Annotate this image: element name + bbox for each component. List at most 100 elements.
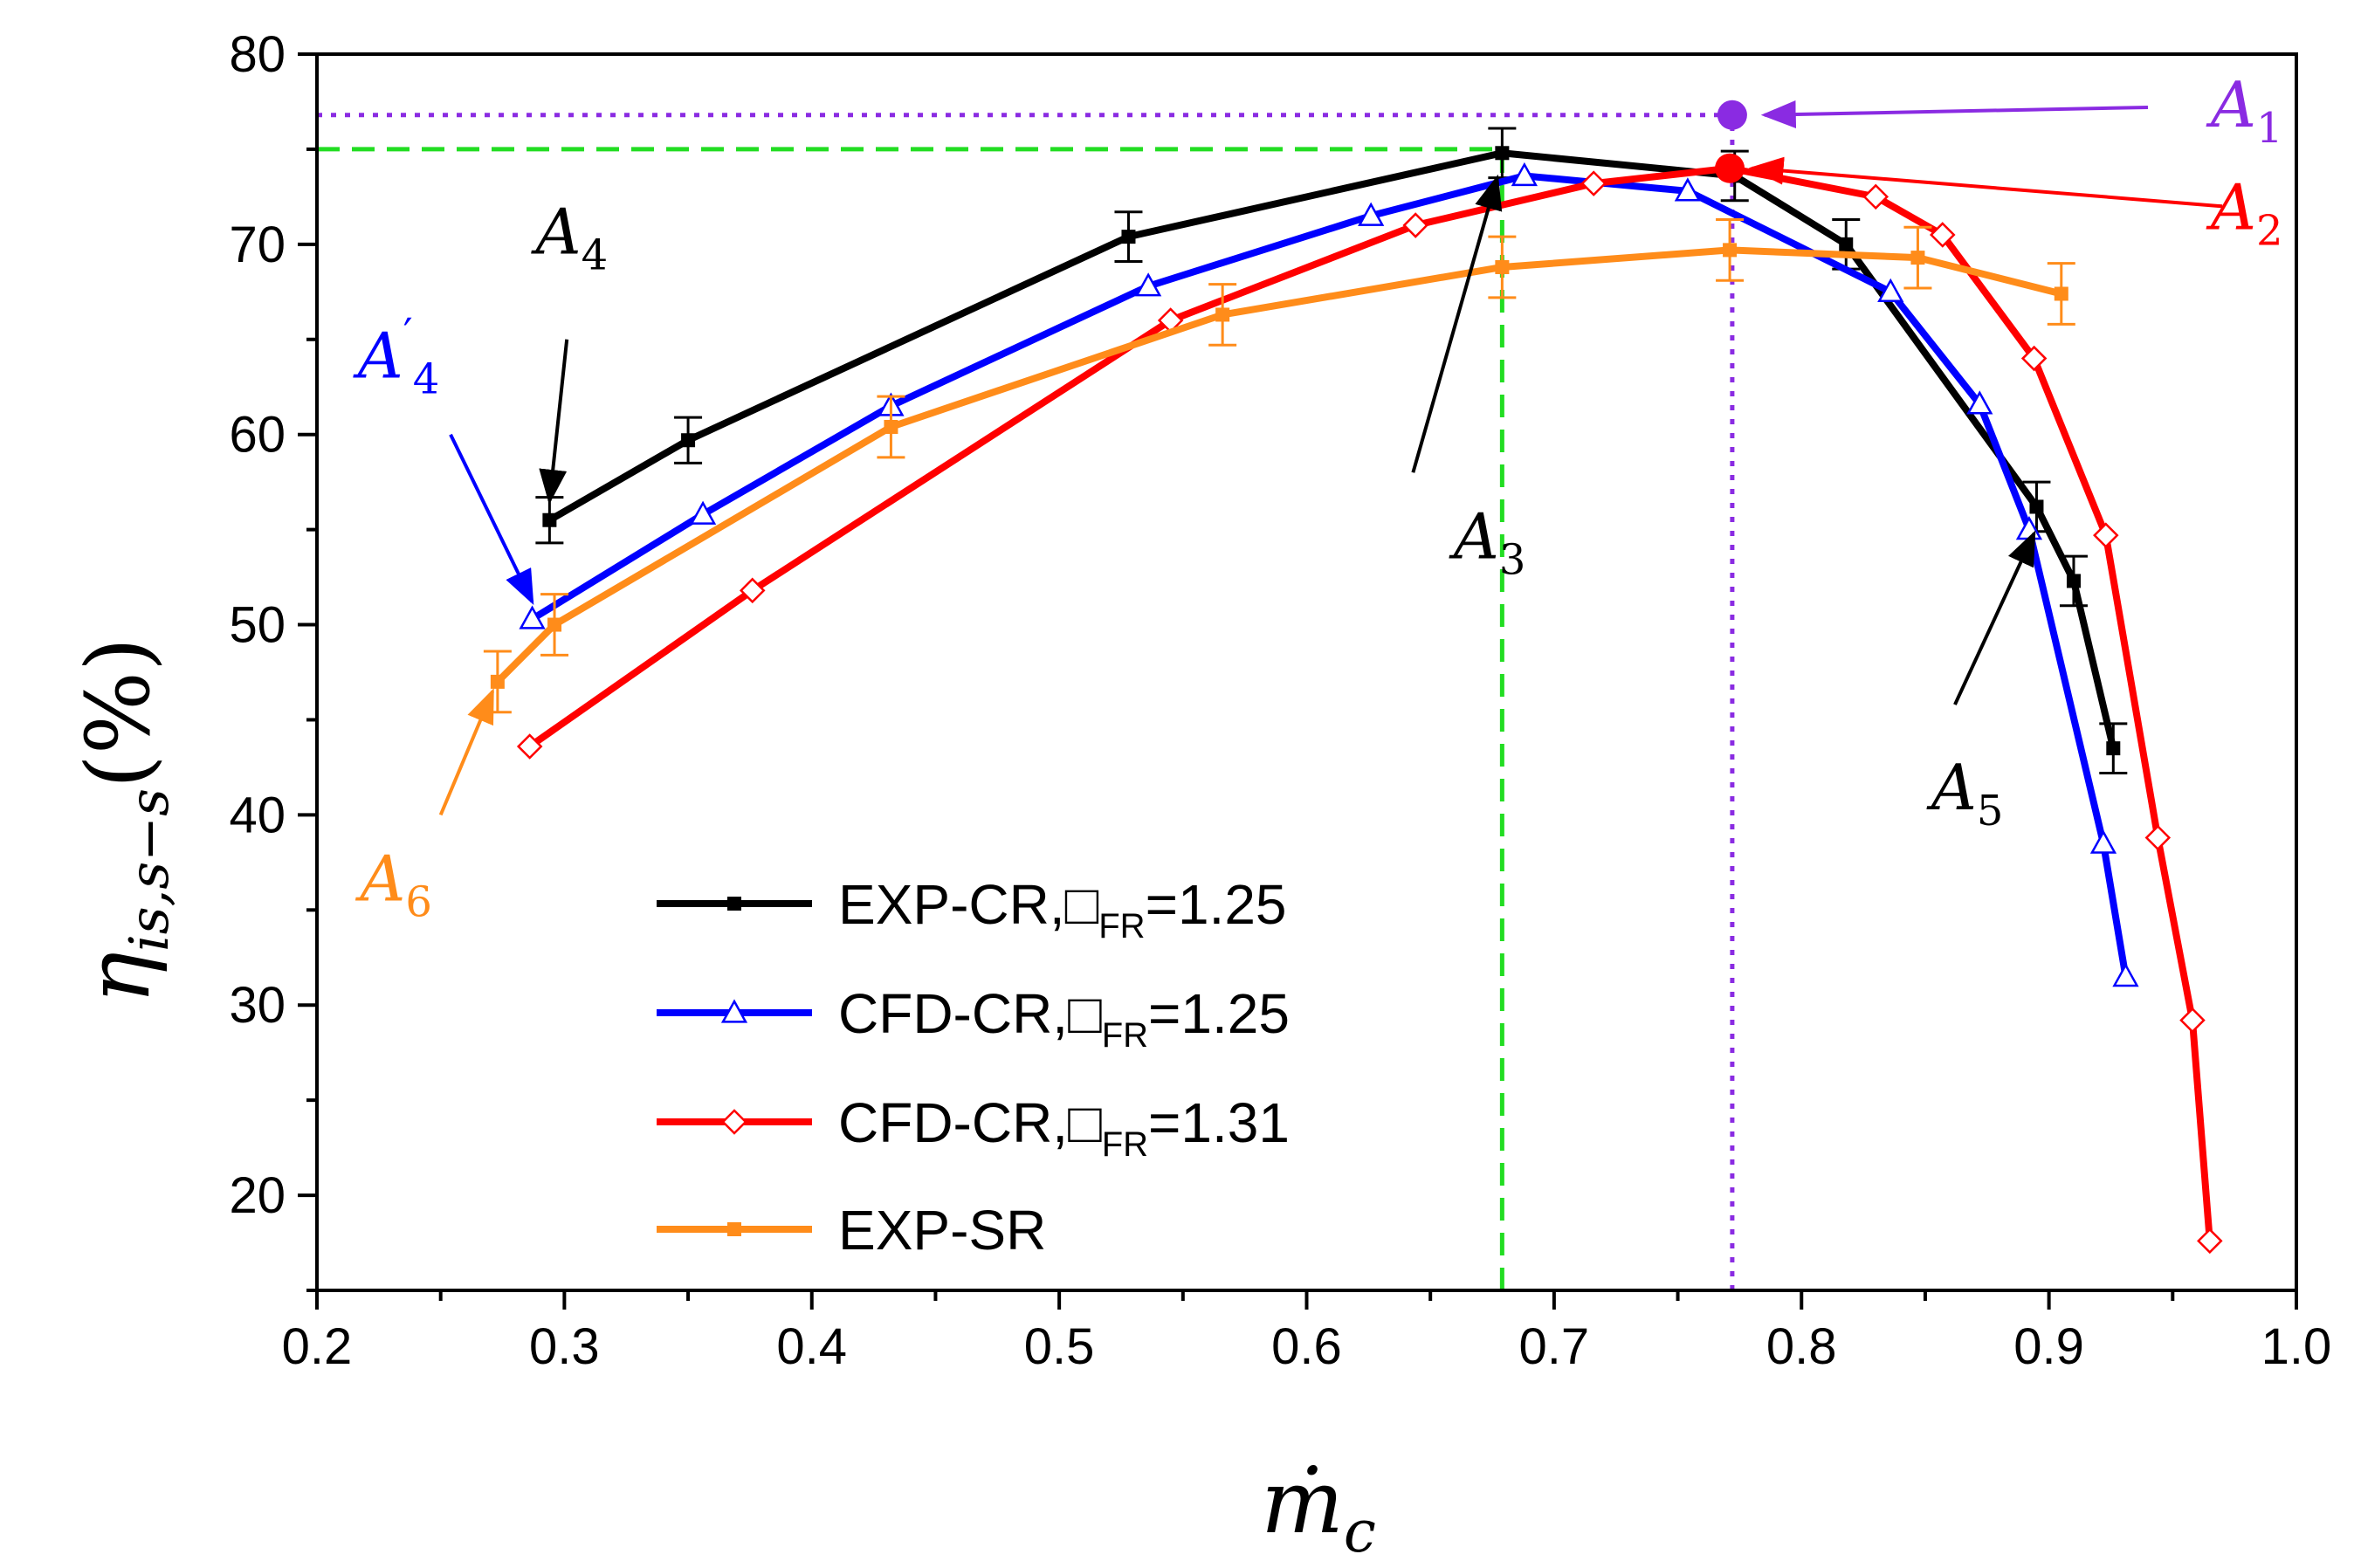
- data-point: [1135, 272, 1162, 297]
- data-point: [1966, 390, 1993, 415]
- data-point: [1580, 170, 1607, 196]
- y-axis-unit: (%): [67, 637, 169, 788]
- annotation-arrow: [1411, 174, 1503, 473]
- x-axis-title: ṁc: [1261, 1451, 1376, 1565]
- data-point: [2066, 574, 2081, 588]
- data-point: [1495, 259, 1510, 274]
- data-point: [2089, 829, 2117, 854]
- data-point: [2197, 1228, 2223, 1255]
- y-axis-symbol: η: [67, 952, 169, 1004]
- y-axis-title: ηis,s−s(%): [67, 637, 181, 1004]
- svg-text:ηis,s−s(%): ηis,s−s(%): [67, 637, 181, 1004]
- data-point: [2020, 345, 2048, 372]
- data-point: [542, 512, 557, 527]
- data-point: [1121, 230, 1136, 244]
- y-tick-label: 20: [229, 1167, 286, 1224]
- annotation-label: A6: [354, 842, 432, 926]
- annotation-label: A4: [531, 196, 609, 280]
- annotation-point: [1717, 100, 1747, 130]
- x-tick-label: 0.2: [282, 1318, 353, 1375]
- data-point: [1511, 162, 1538, 187]
- annotation-1: A2: [1715, 153, 2283, 255]
- x-axis-symbol: ṁ: [1261, 1451, 1344, 1553]
- annotation-label: A3: [1449, 499, 1526, 584]
- legend-label: CFD-CR,□FR=1.25: [838, 982, 1290, 1055]
- annotation-label: A5: [1926, 751, 2004, 836]
- y-tick-label: 80: [229, 26, 286, 83]
- series-line-2: [527, 164, 2213, 1241]
- data-point: [2093, 522, 2119, 548]
- data-point: [689, 500, 717, 525]
- annotation-0: A1: [1717, 68, 2283, 153]
- data-point: [2179, 1007, 2206, 1034]
- legend-swatch-marker: [720, 999, 748, 1023]
- series-2: [516, 155, 2223, 1255]
- data-point: [1495, 146, 1510, 161]
- legend-swatch-marker: [727, 897, 741, 911]
- annotation-arrow: [1748, 156, 2223, 209]
- axes: 0.2 0.3 0.4 0.5 0.6 0.7 0.8 0.9 1.0 20 30 40 50 60 70 8…: [229, 26, 2331, 1375]
- data-point: [1839, 237, 1854, 251]
- x-tick-label: 0.3: [529, 1318, 600, 1375]
- series-3: [483, 218, 2075, 714]
- y-tick-label: 30: [229, 977, 286, 1034]
- x-tick-label: 1.0: [2261, 1318, 2332, 1375]
- x-tick-label: 0.5: [1024, 1318, 1095, 1375]
- data-point: [884, 419, 898, 434]
- legend-label: EXP-CR,□FR=1.25: [838, 873, 1287, 946]
- x-tick-label: 0.7: [1519, 1318, 1590, 1375]
- legend-item-1: CFD-CR,□FR=1.25: [657, 982, 1290, 1055]
- annotations: A1 A2 A3 A4 A′4 A5 A6: [353, 68, 2283, 927]
- annotation-arrow: [1953, 530, 2036, 705]
- annotation-5: A5: [1926, 530, 2036, 836]
- data-point: [681, 433, 696, 448]
- data-point: [516, 733, 543, 760]
- data-point: [1402, 212, 1428, 238]
- data-point: [2144, 824, 2172, 851]
- x-tick-label: 0.4: [776, 1318, 847, 1375]
- y-tick-label: 70: [229, 217, 286, 273]
- data-point: [2054, 286, 2068, 301]
- annotation-4: A′4: [353, 309, 534, 605]
- legend-item-3: EXP-SR: [657, 1199, 1046, 1262]
- legend-swatch-marker: [727, 1222, 741, 1236]
- data-point: [2106, 741, 2121, 756]
- data-point: [1358, 202, 1385, 226]
- y-axis-subscript: is,s−s: [117, 788, 181, 952]
- y-tick-label: 60: [229, 407, 286, 464]
- data-point: [1723, 243, 1738, 258]
- annotation-label: A′4: [353, 309, 439, 403]
- data-point: [519, 605, 546, 629]
- series-line-3: [495, 246, 2062, 684]
- annotation-point: [1715, 153, 1745, 183]
- annotation-3: A4: [531, 196, 609, 505]
- series-line-0: [547, 149, 2117, 750]
- annotation-label: A1: [2206, 68, 2283, 153]
- annotation-arrow: [438, 688, 495, 816]
- x-tick-label: 0.6: [1271, 1318, 1342, 1375]
- legend-item-0: EXP-CR,□FR=1.25: [657, 873, 1287, 946]
- data-point: [1910, 251, 1925, 265]
- legend-swatch-marker: [721, 1109, 747, 1135]
- x-axis-subscript: c: [1344, 1498, 1376, 1565]
- data-point: [490, 674, 505, 689]
- data-point: [2112, 962, 2139, 987]
- y-tick-label: 40: [229, 787, 286, 843]
- x-tick-label: 0.9: [2013, 1318, 2084, 1375]
- data-point: [739, 577, 766, 604]
- y-tick-label: 50: [229, 597, 286, 654]
- data-series: [483, 127, 2223, 1255]
- reference-lines: [317, 113, 1735, 1290]
- data-point: [1862, 183, 1889, 210]
- legend-item-2: CFD-CR,□FR=1.31: [657, 1091, 1290, 1164]
- annotation-6: A6: [354, 688, 495, 926]
- annotation-arrow: [539, 339, 569, 505]
- annotation-label: A2: [2206, 170, 2283, 255]
- data-point: [1877, 278, 1904, 302]
- annotation-arrow: [449, 433, 534, 605]
- data-point: [1215, 307, 1230, 322]
- x-tick-label: 0.8: [1766, 1318, 1837, 1375]
- data-point: [2029, 499, 2044, 514]
- data-point: [1674, 177, 1702, 202]
